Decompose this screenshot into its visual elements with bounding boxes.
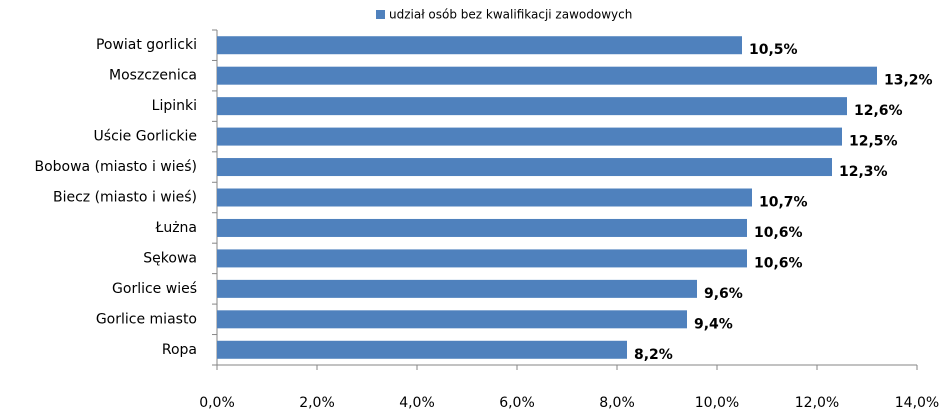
category-label: Moszczenica <box>109 68 197 84</box>
value-label: 12,3% <box>839 164 888 180</box>
bar <box>217 66 877 85</box>
category-label: Biecz (miasto i wieś) <box>53 190 197 206</box>
value-label: 12,6% <box>854 103 903 119</box>
bar <box>217 279 697 298</box>
value-label: 13,2% <box>884 73 933 89</box>
value-label: 10,6% <box>754 255 803 271</box>
x-tick-label: 0,0% <box>199 395 235 411</box>
value-label: 9,4% <box>694 316 733 332</box>
bar <box>217 218 747 237</box>
bar <box>217 127 842 146</box>
value-label: 9,6% <box>704 286 743 302</box>
category-label: Łużna <box>154 220 197 236</box>
x-tick-label: 14,0% <box>895 395 939 411</box>
legend-label: udział osób bez kwalifikacji zawodowych <box>389 8 632 22</box>
x-tick-label: 10,0% <box>695 395 739 411</box>
bar <box>217 158 832 177</box>
x-tick-label: 6,0% <box>499 395 535 411</box>
bar <box>217 340 627 359</box>
value-label: 10,7% <box>759 195 808 211</box>
category-label: Lipinki <box>152 98 197 114</box>
category-label: Gorlice wieś <box>112 281 197 297</box>
value-label: 12,5% <box>849 134 898 150</box>
category-label: Ropa <box>162 342 197 358</box>
bar <box>217 188 752 207</box>
x-tick-label: 2,0% <box>299 395 335 411</box>
category-label: Uście Gorlickie <box>94 129 197 145</box>
value-label: 10,5% <box>749 42 798 58</box>
bar <box>217 36 742 55</box>
category-label: Gorlice miasto <box>96 311 197 327</box>
bar <box>217 97 847 116</box>
bar <box>217 249 747 268</box>
category-label: Bobowa (miasto i wieś) <box>34 159 197 175</box>
value-label: 8,2% <box>634 347 673 363</box>
value-label: 10,6% <box>754 225 803 241</box>
x-tick-label: 12,0% <box>795 395 839 411</box>
x-tick-label: 8,0% <box>599 395 635 411</box>
x-tick-label: 4,0% <box>399 395 435 411</box>
legend-swatch <box>376 10 385 19</box>
bar <box>217 310 687 329</box>
category-label: Powiat gorlicki <box>96 37 197 53</box>
category-label: Sękowa <box>143 250 197 266</box>
